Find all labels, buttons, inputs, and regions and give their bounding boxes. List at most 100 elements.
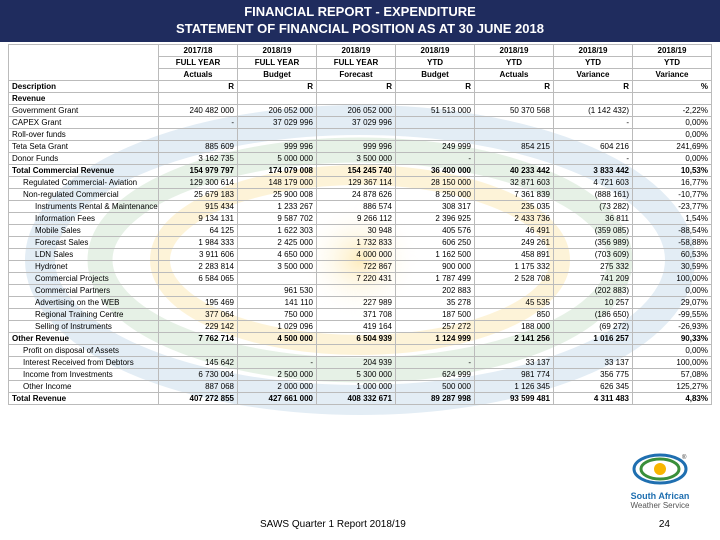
- table-row: Donor Funds3 162 7355 000 0003 500 000--…: [9, 152, 712, 164]
- row-value: 3 500 000: [317, 152, 396, 164]
- table-row: Government Grant240 482 000206 052 00020…: [9, 104, 712, 116]
- row-value: 16,77%: [633, 176, 712, 188]
- row-label: Income from Investments: [9, 368, 159, 380]
- col-header-span: YTD: [475, 56, 554, 68]
- col-header-span: YTD: [396, 56, 475, 68]
- row-value: [317, 128, 396, 140]
- row-value: 604 216: [554, 140, 633, 152]
- row-value: 377 064: [159, 308, 238, 320]
- row-value: 187 500: [396, 308, 475, 320]
- row-value: 33 137: [554, 356, 633, 368]
- row-value: 36 400 000: [396, 164, 475, 176]
- row-value: 0,00%: [633, 116, 712, 128]
- row-value: [159, 128, 238, 140]
- row-value: 624 999: [396, 368, 475, 380]
- row-value: 981 774: [475, 368, 554, 380]
- col-header-unit: R: [317, 80, 396, 92]
- row-value: -: [396, 152, 475, 164]
- row-value: -: [554, 152, 633, 164]
- row-value: 227 989: [317, 296, 396, 308]
- row-value: 275 332: [554, 260, 633, 272]
- col-header-unit: R: [475, 80, 554, 92]
- row-value: 1 126 345: [475, 380, 554, 392]
- col-header-measure: Forecast: [317, 68, 396, 80]
- row-value: -88,54%: [633, 224, 712, 236]
- col-header-span: YTD: [633, 56, 712, 68]
- row-value: 100,00%: [633, 272, 712, 284]
- row-value: (356 989): [554, 236, 633, 248]
- col-header-period: 2018/19: [475, 44, 554, 56]
- row-value: 2 283 814: [159, 260, 238, 272]
- row-label: Commercial Projects: [9, 272, 159, 284]
- col-header-span: FULL YEAR: [238, 56, 317, 68]
- row-label: Commercial Partners: [9, 284, 159, 296]
- row-value: 57,08%: [633, 368, 712, 380]
- col-header-unit: R: [396, 80, 475, 92]
- row-value: -: [238, 356, 317, 368]
- row-value: 10,53%: [633, 164, 712, 176]
- col-header-span: FULL YEAR: [317, 56, 396, 68]
- row-value: 174 079 008: [238, 164, 317, 176]
- row-value: 7 361 839: [475, 188, 554, 200]
- row-value: 0,00%: [633, 152, 712, 164]
- logo-text-2: Weather Service: [630, 501, 690, 510]
- row-value: 1,54%: [633, 212, 712, 224]
- row-value: 1 732 833: [317, 236, 396, 248]
- row-value: 30,59%: [633, 260, 712, 272]
- row-value: -: [554, 116, 633, 128]
- row-value: 1 787 499: [396, 272, 475, 284]
- title-line-1: FINANCIAL REPORT - EXPENDITURE: [0, 4, 720, 21]
- row-value: 90,33%: [633, 332, 712, 344]
- row-value: 50 370 568: [475, 104, 554, 116]
- table-row: Teta Seta Grant885 609999 996999 996249 …: [9, 140, 712, 152]
- row-value: 154 979 797: [159, 164, 238, 176]
- col-header-unit: Description: [9, 80, 159, 92]
- col-header-measure: Variance: [554, 68, 633, 80]
- col-header-span: FULL YEAR: [159, 56, 238, 68]
- row-value: [396, 128, 475, 140]
- col-header-period: 2017/18: [159, 44, 238, 56]
- col-header-measure: Variance: [633, 68, 712, 80]
- row-label: Other Income: [9, 380, 159, 392]
- row-value: 89 287 998: [396, 392, 475, 404]
- row-value: 886 574: [317, 200, 396, 212]
- col-header-period: 2018/19: [317, 44, 396, 56]
- table-row: Advertising on the WEB195 469141 110227 …: [9, 296, 712, 308]
- table-row: Forecast Sales1 984 3332 425 0001 732 83…: [9, 236, 712, 248]
- row-value: 37 029 996: [317, 116, 396, 128]
- table-row: Regional Training Centre377 064750 00037…: [9, 308, 712, 320]
- row-value: [475, 152, 554, 164]
- row-label: Profit on disposal of Assets: [9, 344, 159, 356]
- row-value: 407 272 855: [159, 392, 238, 404]
- row-value: 5 300 000: [317, 368, 396, 380]
- row-value: 419 164: [317, 320, 396, 332]
- col-header-unit: %: [633, 80, 712, 92]
- footer-text: SAWS Quarter 1 Report 2018/19: [260, 519, 406, 530]
- row-value: [238, 344, 317, 356]
- row-value: [159, 284, 238, 296]
- row-value: 51 513 000: [396, 104, 475, 116]
- row-label: Donor Funds: [9, 152, 159, 164]
- row-value: 1 622 303: [238, 224, 317, 236]
- row-value: 141 110: [238, 296, 317, 308]
- row-value: 188 000: [475, 320, 554, 332]
- row-value: 6 504 939: [317, 332, 396, 344]
- row-value: 7 220 431: [317, 272, 396, 284]
- table-row: Commercial Partners961 530202 883(202 88…: [9, 284, 712, 296]
- row-value: 2 425 000: [238, 236, 317, 248]
- row-value: 25 679 183: [159, 188, 238, 200]
- row-value: 4,83%: [633, 392, 712, 404]
- row-value: -23,77%: [633, 200, 712, 212]
- row-value: 5 000 000: [238, 152, 317, 164]
- saws-logo: ® South African Weather Service: [630, 451, 690, 510]
- row-label: CAPEX Grant: [9, 116, 159, 128]
- row-label: Forecast Sales: [9, 236, 159, 248]
- row-value: [475, 344, 554, 356]
- row-value: 9 134 131: [159, 212, 238, 224]
- row-value: -: [159, 116, 238, 128]
- row-value: 606 250: [396, 236, 475, 248]
- row-value: 1 162 500: [396, 248, 475, 260]
- row-value: 427 661 000: [238, 392, 317, 404]
- row-label: Government Grant: [9, 104, 159, 116]
- row-value: 206 052 000: [317, 104, 396, 116]
